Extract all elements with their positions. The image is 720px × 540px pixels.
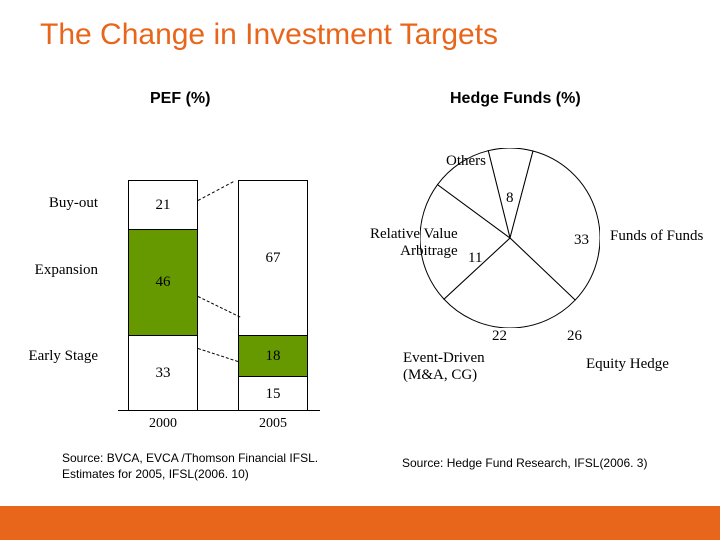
pie-name-label: Event-Driven(M&A, CG) (403, 350, 485, 384)
pie-name-label: Funds of Funds (610, 228, 703, 245)
pie-chart-source: Source: Hedge Fund Research, IFSL(2006. … (402, 455, 702, 471)
bar-column: 671815 (238, 180, 308, 410)
bar-x-label-2000: 2000 (128, 416, 198, 432)
bar-x-axis (118, 410, 320, 411)
pie-value-label: 11 (468, 250, 482, 267)
bar-segment: 15 (239, 376, 307, 411)
pie-name-label: Relative ValueArbitrage (370, 226, 458, 260)
bar-column: 214633 (128, 180, 198, 410)
bar-segment: 33 (129, 335, 197, 411)
pie-value-label: 22 (492, 328, 507, 345)
pie-name-label: Others (446, 153, 486, 170)
page-title: The Change in Investment Targets (0, 0, 720, 52)
footer-bar (0, 506, 720, 540)
bar-category-buyout: Buy-out (8, 195, 98, 212)
bar-segment: 46 (129, 229, 197, 335)
bar-chart-title: PEF (%) (150, 90, 210, 108)
pie-value-label: 8 (506, 190, 514, 207)
pie-value-label: 26 (567, 328, 582, 345)
bar-category-expansion: Expansion (8, 262, 98, 279)
bar-chart-source: Source: BVCA, EVCA /Thomson Financial IF… (62, 450, 332, 482)
bar-segment: 21 (129, 181, 197, 229)
pie-chart-title: Hedge Funds (%) (450, 90, 581, 108)
bar-category-earlystage: Early Stage (8, 348, 98, 365)
bar-segment: 67 (239, 181, 307, 335)
bar-x-label-2005: 2005 (238, 416, 308, 432)
bar-chart: 214633 671815 (108, 180, 318, 410)
bar-segment: 18 (239, 335, 307, 376)
pie-value-label: 33 (574, 232, 589, 249)
pie-name-label: Equity Hedge (586, 356, 669, 373)
